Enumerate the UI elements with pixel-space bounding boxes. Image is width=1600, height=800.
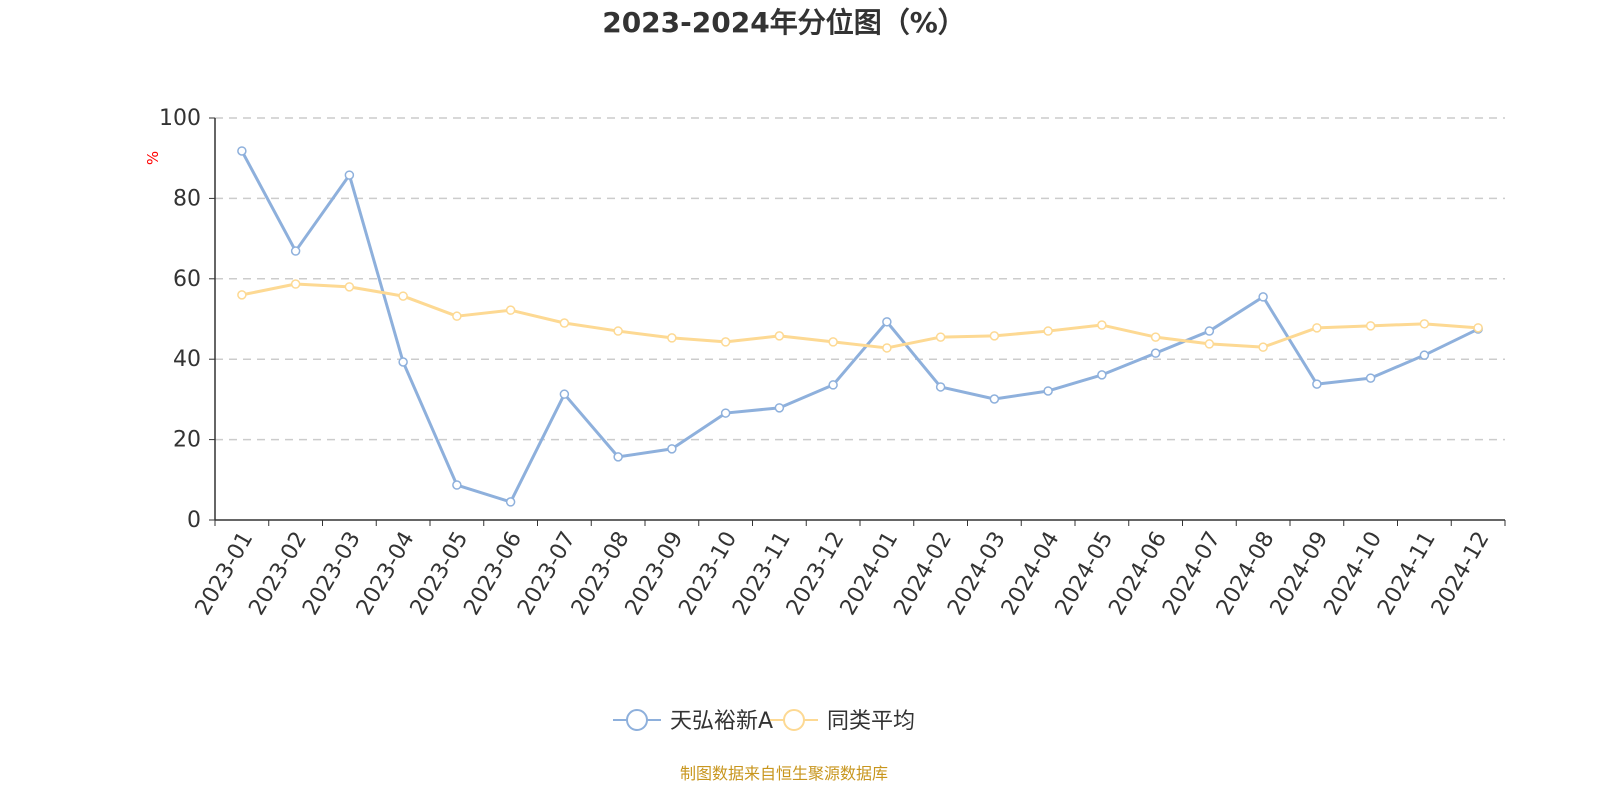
legend-marker-icon [783,709,805,731]
data-point [452,311,462,321]
data-point [1419,350,1430,360]
data-point [828,337,838,347]
data-point [344,282,355,292]
data-point [1097,320,1107,330]
data-point [290,246,301,256]
data-point [1150,348,1161,358]
data-point [559,389,570,399]
chart-title: 2023-2024年分位图（%） [602,6,966,39]
data-point [452,480,462,490]
data-point [505,497,516,507]
data-point [667,333,677,343]
data-point [1473,323,1483,333]
y-tick-label: 100 [159,106,201,131]
y-tick-label: 80 [173,186,201,211]
data-point [1258,342,1268,352]
data-point [505,305,516,315]
legend-label: 天弘裕新A [670,709,773,734]
data-point [774,403,785,413]
data-point [1312,379,1322,389]
series-line [241,282,1479,350]
series-1 [237,146,1483,507]
data-point [1150,332,1161,342]
series-2 [237,279,1483,353]
y-axis-label: % [144,151,162,165]
data-point [935,382,946,392]
data-point [1043,326,1053,336]
y-tick-label: 20 [173,428,201,453]
data-point [828,380,838,390]
data-point [882,317,892,327]
legend-marker-icon [626,709,648,731]
data-point [935,332,946,342]
data-point [398,291,408,301]
data-point [720,337,731,347]
data-point [613,452,623,462]
source-note: 制图数据来自恒生聚源数据库 [680,764,888,783]
data-point [1097,370,1107,380]
data-point [1043,386,1053,396]
data-point [290,279,301,289]
data-point [1419,319,1430,329]
y-tick-label: 60 [173,267,201,292]
data-point [1204,339,1215,349]
data-point [1365,373,1376,383]
data-point [1258,292,1268,302]
data-point [989,394,1000,404]
data-point [720,408,731,418]
data-point [559,318,570,328]
data-point [1365,321,1376,331]
data-point [613,326,623,336]
legend: 天弘裕新A 同类平均 [613,709,915,734]
data-point [989,331,1000,341]
data-point [398,357,408,367]
data-point [237,290,247,300]
y-tick-label: 0 [187,508,201,533]
data-point [344,170,355,180]
y-tick-label: 40 [173,347,201,372]
data-point [237,146,247,156]
data-point [774,331,785,341]
data-point [1204,326,1215,336]
series-line [240,150,1479,504]
data-point [667,444,677,454]
data-point [1312,323,1322,333]
legend-label: 同类平均 [827,709,915,734]
data-point [882,343,892,353]
